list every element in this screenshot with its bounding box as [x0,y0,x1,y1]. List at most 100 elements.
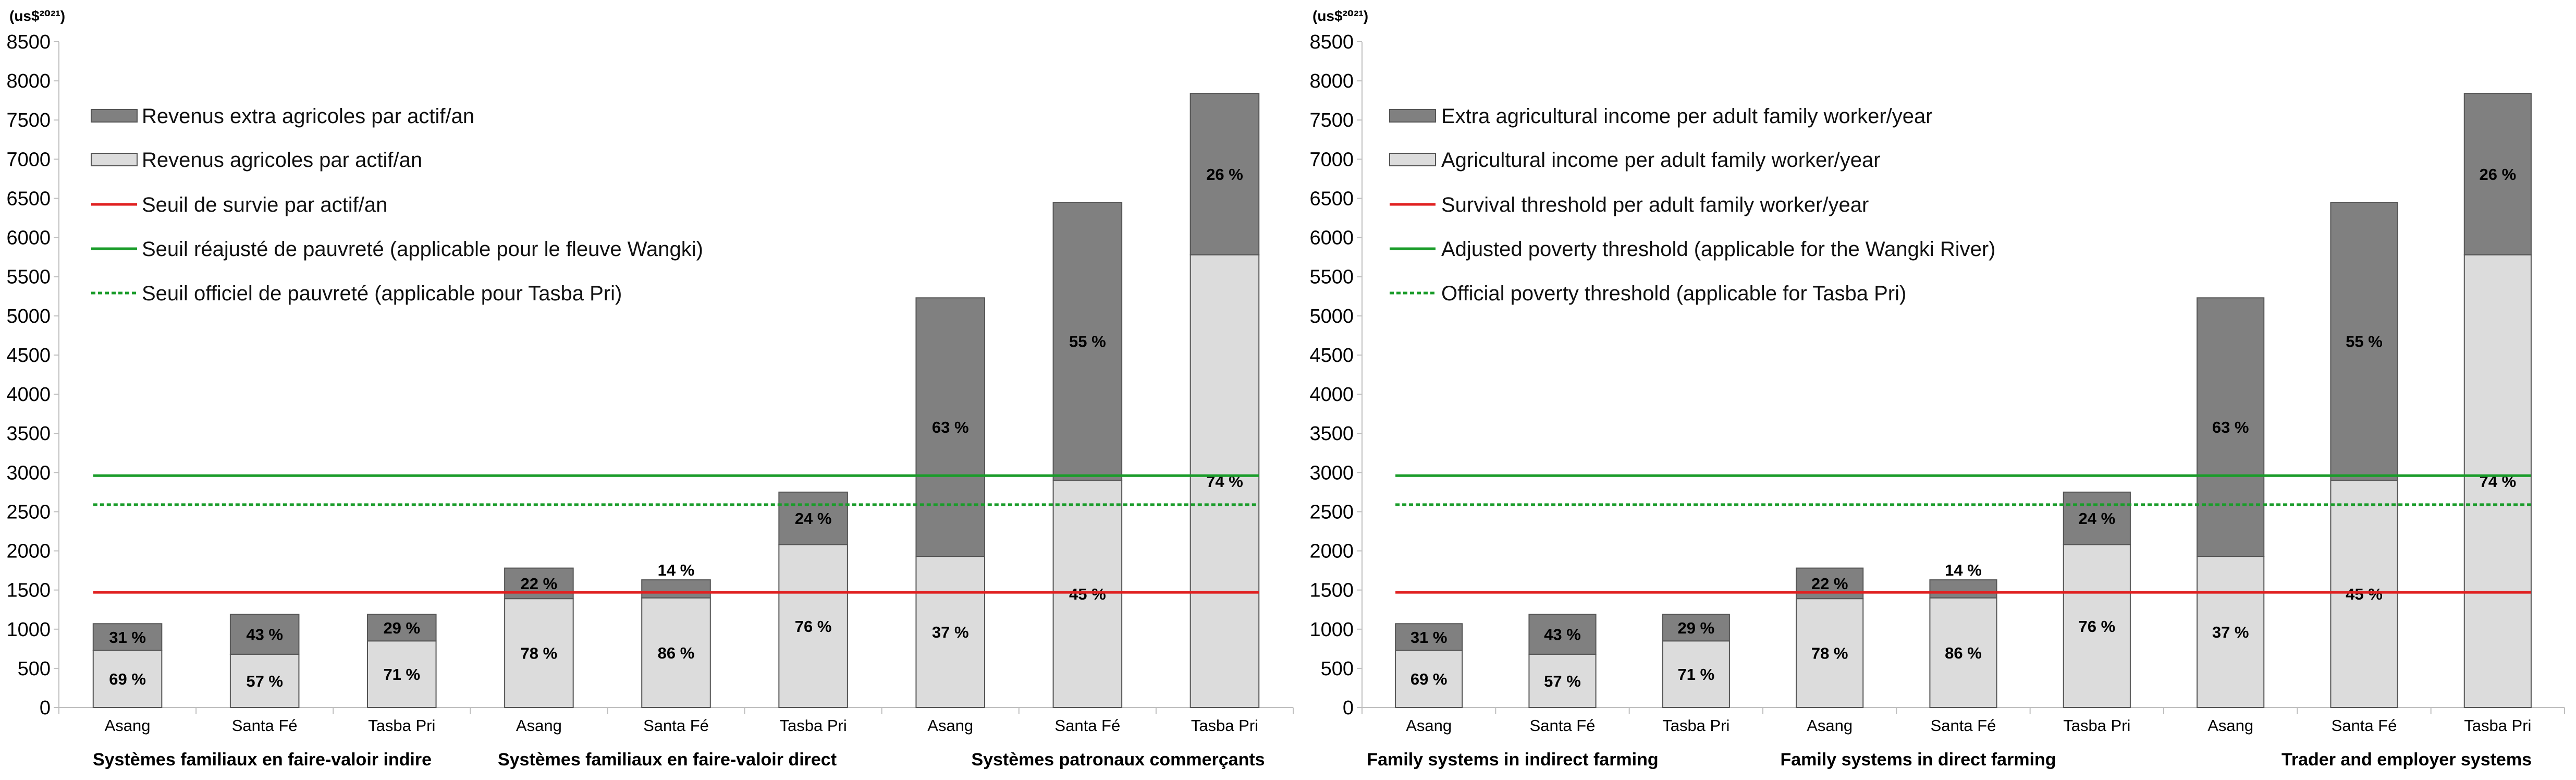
data-label-agri-pct: 45 % [1069,585,1106,603]
legend-swatch [1389,153,1436,166]
y-tick-label: 0 [40,697,51,719]
legend-label: Revenus agricoles par actif/an [142,149,422,172]
data-label-agri-pct: 78 % [521,644,558,663]
data-label-agri-pct: 71 % [383,665,420,684]
bar-extra-agricultural-segment [2330,201,2398,481]
y-tick-label: 7500 [6,109,51,131]
bar-agricultural-segment [1929,597,1997,708]
data-label-extra-pct: 14 % [1945,561,1982,579]
bar-extra-agricultural-segment [1052,201,1123,481]
x-category-label: Tasba Pri [2063,716,2130,735]
y-tick-label: 500 [18,658,51,680]
x-category-label: Santa Fé [643,716,709,735]
data-label-agri-pct: 45 % [2346,585,2383,603]
group-label: Systèmes familiaux en faire-valoir indir… [93,750,432,770]
bar-extra-agricultural-segment [1929,579,1997,599]
legend-label: Seuil réajusté de pauvreté (applicable p… [142,238,703,261]
group-label: Trader and employer systems [2281,750,2532,770]
x-category-label: Asang [1807,716,1853,735]
group-label: Systèmes familiaux en faire-valoir direc… [498,750,837,770]
y-tick-label: 3000 [1309,462,1354,484]
y-tick-label: 5000 [6,306,51,327]
y-tick-label: 2500 [1309,501,1354,523]
data-label-agri-pct: 76 % [2078,617,2115,636]
data-label-extra-pct: 26 % [2479,165,2516,184]
bar-extra-agricultural-segment [2197,297,2265,557]
y-tick-label: 6500 [6,188,51,210]
legend-swatch [91,109,138,123]
data-label-agri-pct: 86 % [658,644,695,662]
x-category-label: Tasba Pri [2464,716,2531,735]
bar-extra-agricultural-segment [92,623,163,651]
bar-agricultural-segment [915,556,986,709]
y-tick-label: 6000 [1309,227,1354,249]
bar-agricultural-segment [2330,480,2398,708]
data-label-extra-pct: 29 % [1677,619,1714,637]
y-tick-label: 0 [1343,697,1354,719]
y-tick-label: 1500 [6,580,51,602]
x-category-label: Asang [516,716,562,735]
data-label-extra-pct: 22 % [1811,575,1848,593]
data-label-extra-pct: 24 % [795,509,832,528]
legend-label: Extra agricultural income per adult fami… [1441,105,1933,128]
y-tick-label: 5500 [6,266,51,288]
bar-extra-agricultural-segment [2463,93,2532,255]
data-label-agri-pct: 69 % [109,670,146,688]
bar-agricultural-segment [504,598,574,709]
data-label-extra-pct: 14 % [658,561,695,579]
x-category-label: Tasba Pri [368,716,435,735]
data-label-agri-pct: 76 % [795,617,832,636]
data-label-extra-pct: 63 % [932,418,969,436]
bar-extra-agricultural-segment [915,297,986,557]
bar-agricultural-segment [1395,650,1463,709]
group-label: Systèmes patronaux commerçants [971,750,1265,770]
y-tick-label: 500 [1321,658,1354,680]
y-tick-label: 7000 [6,149,51,170]
data-label-extra-pct: 24 % [2078,509,2115,528]
x-category-label: Santa Fé [2332,716,2397,735]
data-label-agri-pct: 37 % [2212,623,2249,641]
data-label-agri-pct: 71 % [1677,665,1714,684]
x-category-label: Asang [927,716,973,735]
data-label-agri-pct: 69 % [1410,670,1448,688]
y-tick-label: 6500 [1309,188,1354,210]
y-tick-label: 3500 [1309,423,1354,445]
x-category-label: Tasba Pri [1191,716,1258,735]
y-tick-label: 5000 [1309,306,1354,327]
y-tick-label: 3000 [6,462,51,484]
y-tick-label: 2500 [6,501,51,523]
data-label-extra-pct: 31 % [1410,628,1448,647]
legend-label: Official poverty threshold (applicable f… [1441,282,1906,305]
x-category-label: Santa Fé [232,716,298,735]
bar-extra-agricultural-segment [778,491,848,545]
y-tick-label: 7000 [1309,149,1354,170]
unit-label: (us$²⁰²¹) [1312,8,1368,24]
data-label-extra-pct: 43 % [1544,626,1581,644]
bar-agricultural-segment [1052,480,1123,708]
x-category-label: Santa Fé [1530,716,1596,735]
bar-extra-agricultural-segment [641,579,711,599]
y-tick-label: 2000 [1309,541,1354,563]
y-tick-label: 1500 [1309,580,1354,602]
y-tick-label: 8000 [6,70,51,92]
y-tick-label: 8500 [6,31,51,53]
bar-agricultural-segment [2063,544,2131,709]
bar-extra-agricultural-segment [1189,93,1260,255]
x-category-label: Tasba Pri [779,716,847,735]
bar-extra-agricultural-segment [1395,623,1463,651]
y-tick-label: 6000 [6,227,51,249]
y-tick-label: 4500 [6,345,51,367]
y-tick-label: 3500 [6,423,51,445]
bar-agricultural-segment [1189,254,1260,708]
group-label: Family systems in indirect farming [1367,750,1658,770]
legend-label: Revenus extra agricoles par actif/an [142,105,474,128]
y-tick-label: 4500 [1309,345,1354,367]
legend-label: Agricultural income per adult family wor… [1441,149,1881,172]
bar-agricultural-segment [367,640,437,709]
y-tick-label: 2000 [6,541,51,563]
data-label-extra-pct: 55 % [2346,333,2383,351]
bar-agricultural-segment [1796,598,1864,709]
data-label-agri-pct: 57 % [1544,672,1581,690]
data-label-agri-pct: 37 % [932,623,969,641]
